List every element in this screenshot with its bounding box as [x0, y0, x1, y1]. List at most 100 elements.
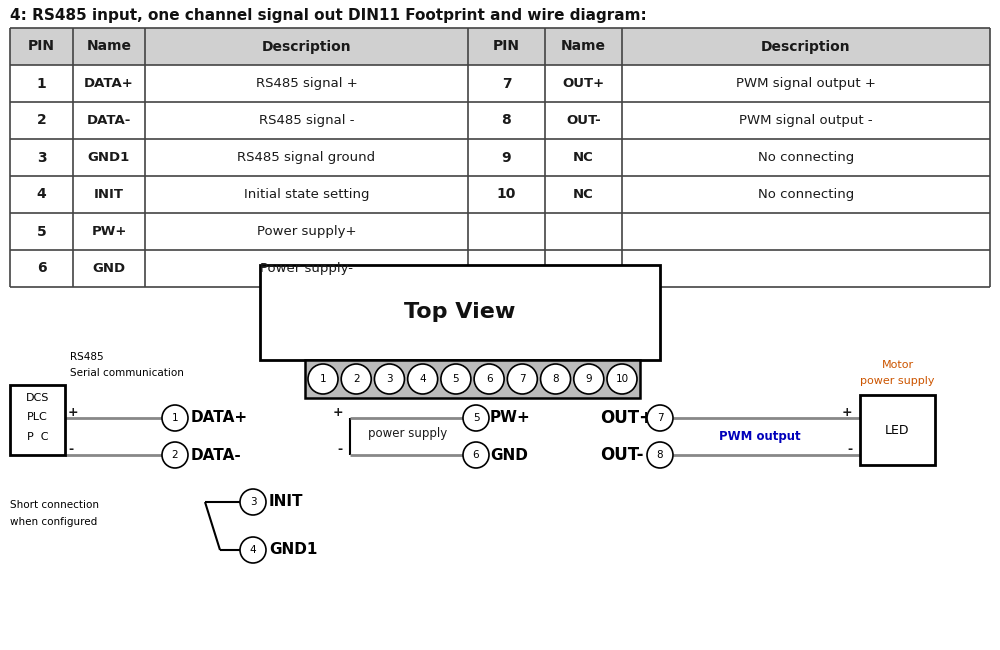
Text: 8: 8 — [657, 450, 663, 460]
Text: OUT+: OUT+ — [562, 77, 605, 90]
Text: PIN: PIN — [28, 40, 55, 53]
Text: -: - — [68, 443, 73, 456]
Text: Top View: Top View — [404, 302, 516, 322]
Text: 3: 3 — [250, 497, 256, 507]
Text: 4: RS485 input, one channel signal out DIN11 Footprint and wire diagram:: 4: RS485 input, one channel signal out D… — [10, 8, 647, 23]
Circle shape — [240, 537, 266, 563]
Text: +: + — [841, 406, 852, 419]
Text: PW+: PW+ — [490, 411, 531, 426]
Bar — [260, 265, 660, 360]
Circle shape — [463, 442, 489, 468]
Text: Short connection: Short connection — [10, 500, 99, 510]
Text: RS485 signal +: RS485 signal + — [256, 77, 357, 90]
Bar — [10, 385, 65, 455]
Bar — [305, 360, 640, 398]
Circle shape — [574, 364, 604, 394]
Text: Power supply-: Power supply- — [260, 262, 353, 275]
Text: 1: 1 — [172, 413, 178, 423]
Text: when configured: when configured — [10, 517, 97, 527]
Circle shape — [408, 364, 438, 394]
Text: Description: Description — [761, 40, 851, 53]
Text: 7: 7 — [502, 77, 511, 90]
Text: 4: 4 — [419, 374, 426, 384]
Circle shape — [308, 364, 338, 394]
Text: 6: 6 — [486, 374, 492, 384]
Text: PIN: PIN — [493, 40, 520, 53]
Text: +: + — [333, 406, 343, 419]
Text: No connecting: No connecting — [758, 151, 854, 164]
Text: RS485: RS485 — [70, 352, 104, 362]
Text: 4: 4 — [37, 187, 46, 202]
Text: P  C: P C — [27, 432, 48, 442]
Text: 7: 7 — [519, 374, 526, 384]
Text: 8: 8 — [552, 374, 559, 384]
Circle shape — [463, 405, 489, 431]
Text: GND: GND — [490, 447, 528, 463]
Text: Motor: Motor — [881, 360, 914, 370]
Text: PWM output: PWM output — [719, 430, 801, 443]
Text: 4: 4 — [250, 545, 256, 555]
Bar — [10, 28, 990, 65]
Text: 8: 8 — [502, 114, 511, 127]
Text: Power supply+: Power supply+ — [257, 225, 356, 238]
Text: PWM signal output -: PWM signal output - — [739, 114, 873, 127]
Text: Serial communication: Serial communication — [70, 368, 184, 378]
Text: GND1: GND1 — [88, 151, 130, 164]
Circle shape — [240, 489, 266, 515]
Text: 2: 2 — [172, 450, 178, 460]
Bar — [860, 395, 935, 465]
Text: 10: 10 — [497, 187, 516, 202]
Circle shape — [441, 364, 471, 394]
Text: 6: 6 — [473, 450, 479, 460]
Text: No connecting: No connecting — [758, 188, 854, 201]
Text: 2: 2 — [37, 114, 46, 127]
Text: PLC: PLC — [27, 412, 48, 422]
Text: Initial state setting: Initial state setting — [244, 188, 369, 201]
Text: 7: 7 — [657, 413, 663, 423]
Text: 2: 2 — [353, 374, 360, 384]
Text: 9: 9 — [502, 151, 511, 164]
Text: power supply: power supply — [368, 427, 447, 440]
Text: Name: Name — [561, 40, 606, 53]
Circle shape — [647, 405, 673, 431]
Text: power supply: power supply — [860, 376, 935, 386]
Text: 6: 6 — [37, 261, 46, 276]
Text: GND: GND — [92, 262, 126, 275]
Text: 5: 5 — [37, 224, 46, 239]
Circle shape — [474, 364, 504, 394]
Text: RS485 signal ground: RS485 signal ground — [237, 151, 376, 164]
Circle shape — [374, 364, 404, 394]
Text: DATA-: DATA- — [191, 447, 242, 463]
Text: DCS: DCS — [26, 393, 49, 403]
Text: RS485 signal -: RS485 signal - — [259, 114, 354, 127]
Circle shape — [341, 364, 371, 394]
Circle shape — [647, 442, 673, 468]
Text: PWM signal output +: PWM signal output + — [736, 77, 876, 90]
Text: DATA+: DATA+ — [84, 77, 134, 90]
Text: DATA-: DATA- — [87, 114, 131, 127]
Text: 3: 3 — [37, 151, 46, 164]
Text: -: - — [847, 443, 852, 456]
Text: NC: NC — [573, 151, 594, 164]
Text: INIT: INIT — [269, 495, 304, 510]
Text: 5: 5 — [453, 374, 459, 384]
Text: GND1: GND1 — [269, 543, 317, 558]
Text: 1: 1 — [320, 374, 326, 384]
Text: 1: 1 — [37, 77, 46, 90]
Text: 9: 9 — [585, 374, 592, 384]
Text: DATA+: DATA+ — [191, 411, 248, 426]
Text: +: + — [68, 406, 79, 419]
Text: -: - — [337, 443, 343, 456]
Text: 3: 3 — [386, 374, 393, 384]
Circle shape — [162, 405, 188, 431]
Text: OUT+: OUT+ — [600, 409, 653, 427]
Text: 10: 10 — [615, 374, 629, 384]
Text: LED: LED — [885, 424, 910, 437]
Circle shape — [507, 364, 537, 394]
Text: OUT-: OUT- — [566, 114, 601, 127]
Text: Name: Name — [87, 40, 132, 53]
Text: PW+: PW+ — [91, 225, 127, 238]
Circle shape — [541, 364, 571, 394]
Text: NC: NC — [573, 188, 594, 201]
Text: OUT-: OUT- — [600, 446, 644, 464]
